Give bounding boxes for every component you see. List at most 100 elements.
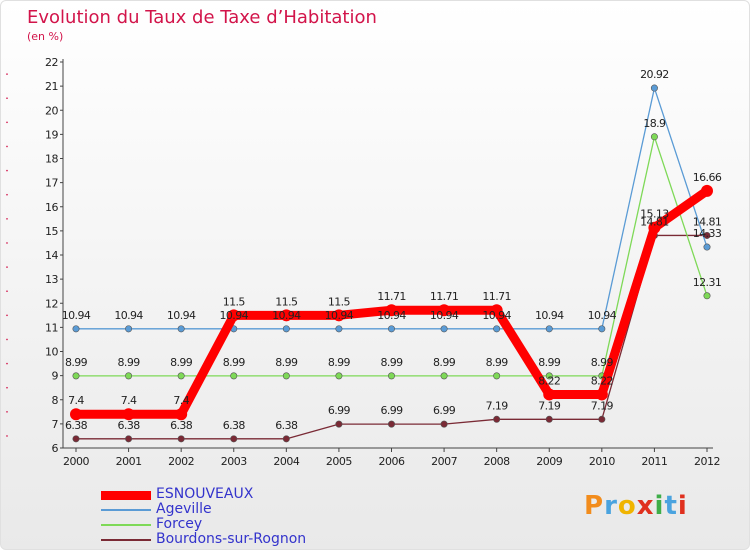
data-label: 11.5 <box>275 295 298 308</box>
data-label: 6.99 <box>380 404 403 417</box>
data-point <box>125 325 133 333</box>
data-point <box>335 372 343 380</box>
x-tick-label: 2001 <box>116 455 142 468</box>
data-label: 7.19 <box>591 399 614 412</box>
data-label: 7.4 <box>173 394 189 407</box>
y-minor-dot <box>6 169 8 172</box>
data-point <box>72 325 80 333</box>
data-label: 10.94 <box>114 309 143 322</box>
data-point <box>598 415 606 423</box>
data-label: 8.99 <box>486 356 509 369</box>
data-point <box>332 309 345 322</box>
logo-letter: r <box>604 491 618 521</box>
data-point <box>543 388 556 401</box>
data-label: 14.81 <box>640 215 669 228</box>
data-point <box>230 372 238 380</box>
data-label: 8.22 <box>538 374 560 387</box>
data-point <box>545 415 553 423</box>
data-label: 8.99 <box>380 356 403 369</box>
data-point <box>335 420 343 428</box>
data-point <box>598 325 606 333</box>
legend-label: Ageville <box>156 501 212 517</box>
legend-swatch <box>101 509 151 511</box>
x-tick-label: 2002 <box>168 455 194 468</box>
x-tick-label: 2009 <box>536 455 562 468</box>
logo-letter: P <box>584 491 605 521</box>
data-point <box>230 435 238 443</box>
data-point <box>387 325 395 333</box>
data-label: 6.38 <box>118 419 141 432</box>
data-point <box>177 372 185 380</box>
data-point <box>440 372 448 380</box>
logo-letter: i <box>677 491 688 521</box>
data-label: 14.81 <box>693 215 722 228</box>
data-label: 10.94 <box>62 309 91 322</box>
data-label: 8.99 <box>170 356 193 369</box>
data-label: 15.13 <box>640 208 669 221</box>
y-tick-label: 15 <box>45 225 58 238</box>
data-label: 8.99 <box>65 356 88 369</box>
data-point <box>648 221 661 234</box>
data-point <box>595 388 608 401</box>
y-minor-dot <box>6 145 8 148</box>
y-tick-label: 9 <box>52 370 59 383</box>
y-tick-label: 6 <box>52 442 59 455</box>
data-point <box>72 372 80 380</box>
y-minor-dot <box>6 435 8 437</box>
data-label: 8.99 <box>538 356 561 369</box>
x-tick-label: 2011 <box>641 455 667 468</box>
data-label: 10.94 <box>272 309 301 322</box>
y-tick-label: 8 <box>52 394 59 407</box>
data-point <box>387 372 395 380</box>
data-label: 8.99 <box>118 356 141 369</box>
y-tick-label: 13 <box>45 273 58 286</box>
x-tick-label: 2010 <box>589 455 615 468</box>
y-minor-dot <box>6 218 8 220</box>
x-tick-label: 2012 <box>694 455 720 468</box>
logo-letter: x <box>636 491 655 521</box>
x-tick-label: 2006 <box>379 455 405 468</box>
y-tick-label: 19 <box>45 128 58 141</box>
data-point <box>125 435 133 443</box>
y-minor-dot <box>6 338 8 341</box>
data-point <box>385 304 398 317</box>
data-point <box>545 372 553 380</box>
data-point <box>703 243 711 251</box>
data-label: 16.66 <box>693 171 722 184</box>
y-minor-dot <box>6 97 8 99</box>
legend-swatch <box>101 490 151 500</box>
y-minor-dot <box>6 242 8 244</box>
data-point <box>227 309 240 322</box>
data-label: 10.94 <box>482 309 511 322</box>
data-point <box>177 325 185 333</box>
y-tick-label: 11 <box>45 321 58 334</box>
data-point <box>125 372 133 380</box>
data-label: 10.94 <box>220 309 249 322</box>
x-tick-label: 2007 <box>431 455 457 468</box>
data-point <box>282 325 290 333</box>
data-label: 20.92 <box>640 68 669 81</box>
data-label: 7.4 <box>121 394 137 407</box>
data-label: 10.94 <box>535 309 564 322</box>
y-minor-dot <box>6 73 8 75</box>
y-tick-label: 12 <box>45 297 58 310</box>
data-label: 11.5 <box>223 295 246 308</box>
y-minor-dot <box>6 266 8 268</box>
y-minor-dot <box>6 386 8 389</box>
y-minor-dot <box>6 193 8 196</box>
data-point <box>440 420 448 428</box>
x-tick-label: 2003 <box>221 455 247 468</box>
data-label: 8.99 <box>275 356 298 369</box>
legend-swatch <box>101 524 151 526</box>
logo-letter: o <box>617 491 637 521</box>
data-point <box>70 408 82 421</box>
data-point <box>175 408 188 421</box>
x-tick-label: 2008 <box>484 455 510 468</box>
x-tick-label: 2005 <box>326 455 352 468</box>
y-minor-dot <box>6 362 8 365</box>
y-tick-label: 7 <box>52 418 59 431</box>
data-point <box>490 304 503 317</box>
data-point <box>282 372 290 380</box>
data-point <box>703 292 711 300</box>
